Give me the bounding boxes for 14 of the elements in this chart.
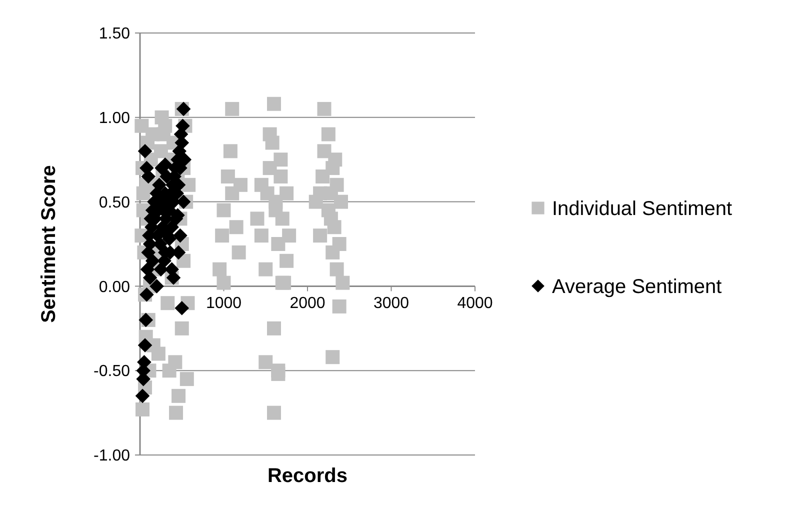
legend-label: Average Sentiment (552, 276, 722, 298)
legend-label: Individual Sentiment (552, 198, 733, 220)
y-tick-label: 0.00 (98, 278, 130, 296)
x-tick-label: 4000 (457, 295, 493, 312)
x-tick-label: 2000 (290, 295, 326, 312)
x-tick-label: 3000 (373, 295, 410, 312)
y-axis-title: Sentiment Score (38, 165, 60, 323)
x-axis-title: Records (267, 465, 348, 487)
x-tick-label: 1000 (206, 295, 242, 312)
y-tick-label: 1.50 (98, 26, 130, 43)
y-tick-label: 1.00 (98, 110, 130, 127)
y-tick-label: 0.50 (98, 194, 130, 212)
y-tick-label: -1.00 (94, 448, 130, 465)
y-tick-label: -0.50 (94, 363, 130, 380)
